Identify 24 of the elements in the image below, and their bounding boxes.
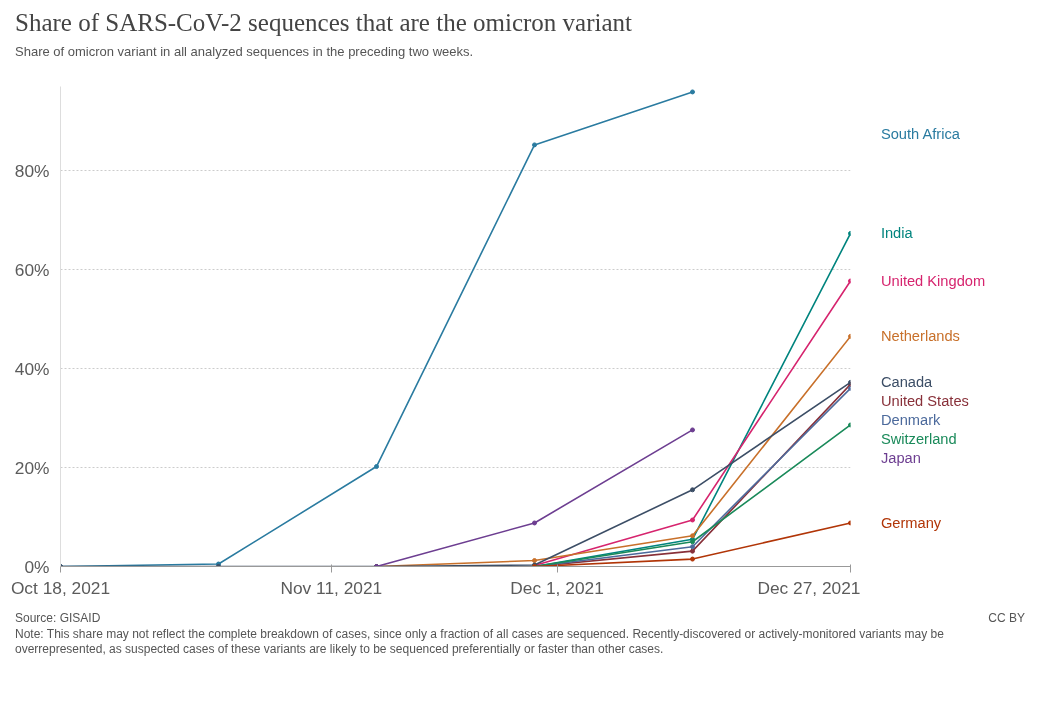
series-label: Switzerland — [880, 431, 957, 448]
text: CC BY — [988, 611, 1025, 627]
text: United States — [880, 393, 969, 410]
y-tick-label: 60% — [14, 259, 50, 280]
x-tick-label: Dec 1, 2021 — [510, 577, 604, 598]
x-tick-label: Nov 11, 2021 — [280, 577, 383, 598]
x-tick-label: Dec 27, 2021 — [757, 577, 861, 598]
y-tick-label: 20% — [14, 457, 50, 478]
series-label: India — [880, 225, 914, 242]
y-tick-label: 80% — [14, 160, 50, 181]
text: South Africa — [880, 126, 961, 143]
chart-subtitle: Share of omicron variant in all analyzed sequences in the preceding two weeks. — [15, 42, 475, 61]
text: Denmark — [880, 412, 942, 429]
y-tick-label: 0% — [24, 556, 50, 577]
text: Note: This share may not reflect the complete breakdown of cases, since only a fraction of all cases are sequenced. Recently-discovered or actively-monitored variants may be overrepresented, as suspected cases of these variants are likely to be sequenced preferentially or faster than other cases. — [15, 626, 945, 659]
series-label: United Kingdom — [880, 273, 986, 290]
series-label: Netherlands — [880, 328, 960, 345]
chart-title: Share of SARS-CoV-2 sequences that are the omicron variant — [15, 8, 632, 38]
text: Japan — [880, 450, 921, 467]
series-label: Canada — [880, 374, 934, 391]
y-tick-label: 40% — [14, 358, 50, 379]
source-note: Source: GISAID — [15, 611, 101, 627]
x-tick-label: Oct 18, 2021 — [10, 577, 111, 598]
series-label: Germany — [880, 515, 942, 532]
